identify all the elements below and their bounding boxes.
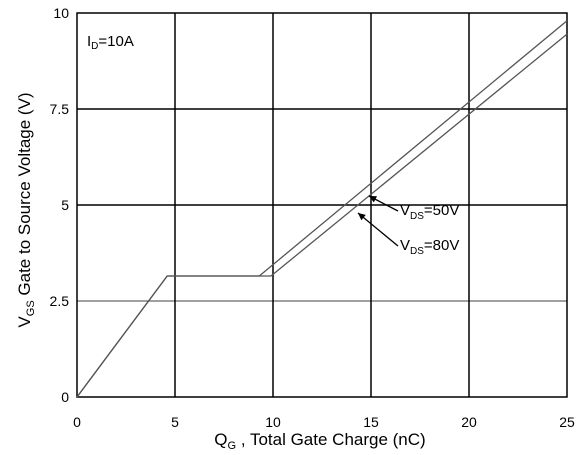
series-pointer-head-1: [369, 196, 377, 203]
y-tick-label: 5: [61, 197, 69, 213]
series-label-2: VDS=80V: [400, 237, 459, 257]
x-tick-label: 5: [171, 414, 179, 430]
x-tick-label: 20: [461, 414, 477, 430]
x-tick-label: 10: [265, 414, 281, 430]
tick-labels: 0 5 10 15 20 25 0 2.5 5 7.5 10: [50, 5, 575, 430]
series-pointer-2: [357, 212, 399, 247]
y-axis-label: VGS Gate to Source Voltage (V): [15, 92, 37, 327]
x-tick-label: 15: [363, 414, 379, 430]
series-pointer-head-2: [358, 213, 366, 221]
y-tick-label: 2.5: [50, 293, 70, 309]
series-labels: VDS=50V VDS=80V: [357, 195, 459, 257]
x-axis-label: QG , Total Gate Charge (nC): [214, 430, 425, 452]
y-tick-label: 0: [61, 389, 69, 405]
x-tick-label: 25: [559, 414, 575, 430]
series-group: [76, 20, 568, 398]
series-line-2: [76, 33, 568, 398]
series-line-1: [76, 20, 568, 398]
plot-frame: [76, 12, 568, 398]
x-tick-label: 0: [73, 414, 81, 430]
grid: [77, 13, 567, 397]
series-label-1: VDS=50V: [400, 202, 459, 222]
y-tick-label: 7.5: [50, 101, 70, 117]
condition-label: ID=10A: [87, 33, 134, 52]
y-tick-label: 10: [53, 5, 69, 21]
